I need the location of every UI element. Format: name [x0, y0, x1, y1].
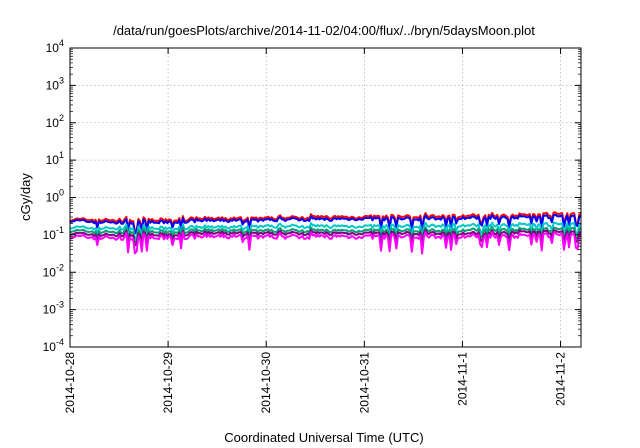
x-tick-label: 2014-11-1 [455, 352, 469, 406]
x-tick-label: 2014-11-2 [554, 352, 568, 406]
x-tick-label: 2014-10-28 [63, 352, 77, 414]
x-axis-label: Coordinated Universal Time (UTC) [224, 430, 423, 445]
y-tick-exponent: -3 [56, 300, 64, 310]
grid [70, 48, 581, 347]
y-tick-exponent: 1 [59, 150, 64, 160]
axis-labels: 10410310210110010-110-210-310-42014-10-2… [43, 38, 568, 413]
y-tick-base: 10 [46, 153, 60, 167]
series-line [69, 225, 582, 244]
y-tick-label: 10-1 [43, 225, 64, 242]
y-tick-base: 10 [43, 265, 57, 279]
y-tick-label: 10-4 [43, 337, 64, 354]
y-tick-exponent: 4 [59, 38, 64, 48]
y-tick-label: 104 [46, 38, 64, 55]
y-tick-base: 10 [46, 78, 60, 92]
y-tick-exponent: -4 [56, 337, 64, 347]
y-tick-base: 10 [43, 340, 57, 354]
y-tick-exponent: 3 [59, 75, 64, 85]
axis-ticks [69, 47, 581, 348]
chart-title: /data/run/goesPlots/archive/2014-11-02/0… [113, 23, 535, 38]
series-line [69, 229, 582, 247]
x-tick-label: 2014-10-31 [357, 352, 371, 414]
y-tick-base: 10 [46, 191, 60, 205]
y-tick-base: 10 [46, 41, 60, 55]
series-line [69, 221, 582, 240]
y-tick-exponent: -2 [56, 262, 64, 272]
x-tick-label: 2014-10-29 [161, 352, 175, 414]
series-layer [69, 211, 582, 255]
y-tick-label: 101 [46, 150, 64, 167]
y-tick-exponent: 2 [59, 113, 64, 123]
series-line [69, 211, 582, 233]
y-tick-exponent: -1 [56, 225, 64, 235]
y-tick-label: 100 [46, 188, 64, 205]
series-line [69, 213, 582, 235]
y-axis-label: cGy/day [18, 173, 33, 221]
y-tick-exponent: 0 [59, 188, 64, 198]
y-tick-label: 10-3 [43, 300, 64, 317]
y-tick-label: 102 [46, 113, 64, 130]
series-line [69, 231, 582, 255]
y-tick-base: 10 [43, 228, 57, 242]
y-tick-base: 10 [46, 116, 60, 130]
y-tick-label: 103 [46, 75, 64, 92]
x-tick-label: 2014-10-30 [259, 352, 273, 414]
y-tick-label: 10-2 [43, 262, 64, 279]
y-tick-base: 10 [43, 303, 57, 317]
